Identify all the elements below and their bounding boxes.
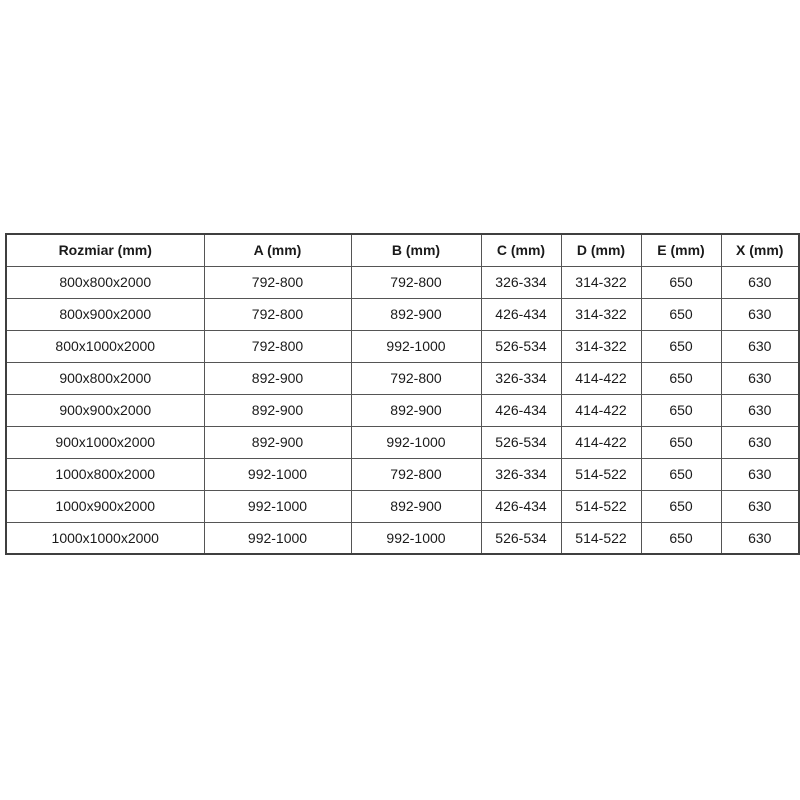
table-cell-r3-c6: 630 bbox=[720, 361, 800, 395]
table-row-7: 1000x900x2000 992-1000 892-900 426-434 514-5… bbox=[5, 489, 800, 523]
table-cell-r3-c5: 650 bbox=[640, 361, 722, 395]
table-cell-r2-c5: 650 bbox=[640, 329, 722, 363]
table-cell-r3-c4: 414-422 bbox=[560, 361, 642, 395]
table-cell-r7-c4: 514-522 bbox=[560, 489, 642, 523]
table-cell-r0-c5: 650 bbox=[640, 265, 722, 299]
table-cell-r3-c0: 900x800x2000 bbox=[5, 361, 205, 395]
table-row-8: 1000x1000x2000 992-1000 992-1000 526-534 514… bbox=[5, 521, 800, 555]
table-cell-r3-c2: 792-800 bbox=[350, 361, 482, 395]
table-row-2: 800x1000x2000 792-800 992-1000 526-534 314-3… bbox=[5, 329, 800, 363]
table-cell-r7-c6: 630 bbox=[720, 489, 800, 523]
table-cell-r0-c1: 792-800 bbox=[203, 265, 352, 299]
table-cell-r3-c1: 892-900 bbox=[203, 361, 352, 395]
header-cell-5: E (mm) bbox=[640, 233, 722, 267]
table-cell-r0-c4: 314-322 bbox=[560, 265, 642, 299]
table-cell-r1-c1: 792-800 bbox=[203, 297, 352, 331]
table-row-5: 900x1000x2000 892-900 992-1000 526-534 414-4… bbox=[5, 425, 800, 459]
table-cell-r2-c0: 800x1000x2000 bbox=[5, 329, 205, 363]
dimensions-table: Rozmiar (mm) A (mm) B (mm) C (mm) D (mm) E (m… bbox=[5, 233, 800, 555]
table-cell-r7-c1: 992-1000 bbox=[203, 489, 352, 523]
header-cell-1: A (mm) bbox=[203, 233, 352, 267]
table-cell-r4-c3: 426-434 bbox=[480, 393, 562, 427]
table-cell-r8-c2: 992-1000 bbox=[350, 521, 482, 555]
table-body: 800x800x2000 792-800 792-800 326-334 314-322… bbox=[5, 265, 800, 555]
table-cell-r5-c0: 900x1000x2000 bbox=[5, 425, 205, 459]
table-cell-r6-c5: 650 bbox=[640, 457, 722, 491]
table-cell-r5-c3: 526-534 bbox=[480, 425, 562, 459]
table-cell-r6-c0: 1000x800x2000 bbox=[5, 457, 205, 491]
table-cell-r7-c5: 650 bbox=[640, 489, 722, 523]
table-header-row: Rozmiar (mm) A (mm) B (mm) C (mm) D (mm) E (m… bbox=[5, 233, 800, 267]
table-cell-r8-c1: 992-1000 bbox=[203, 521, 352, 555]
table-cell-r4-c4: 414-422 bbox=[560, 393, 642, 427]
table-cell-r2-c3: 526-534 bbox=[480, 329, 562, 363]
header-cell-3: C (mm) bbox=[480, 233, 562, 267]
table-cell-r6-c3: 326-334 bbox=[480, 457, 562, 491]
table-cell-r8-c6: 630 bbox=[720, 521, 800, 555]
table-cell-r0-c2: 792-800 bbox=[350, 265, 482, 299]
table-cell-r1-c0: 800x900x2000 bbox=[5, 297, 205, 331]
header-cell-6: X (mm) bbox=[720, 233, 800, 267]
table-cell-r0-c0: 800x800x2000 bbox=[5, 265, 205, 299]
table-header: Rozmiar (mm) A (mm) B (mm) C (mm) D (mm) E (m… bbox=[5, 233, 800, 267]
table-cell-r2-c6: 630 bbox=[720, 329, 800, 363]
table-cell-r4-c6: 630 bbox=[720, 393, 800, 427]
table-cell-r6-c1: 992-1000 bbox=[203, 457, 352, 491]
table-cell-r6-c6: 630 bbox=[720, 457, 800, 491]
table-cell-r5-c2: 992-1000 bbox=[350, 425, 482, 459]
table-cell-r4-c1: 892-900 bbox=[203, 393, 352, 427]
table-cell-r1-c5: 650 bbox=[640, 297, 722, 331]
table-cell-r6-c2: 792-800 bbox=[350, 457, 482, 491]
header-cell-2: B (mm) bbox=[350, 233, 482, 267]
table-cell-r5-c5: 650 bbox=[640, 425, 722, 459]
table-row-0: 800x800x2000 792-800 792-800 326-334 314-322… bbox=[5, 265, 800, 299]
table-cell-r7-c0: 1000x900x2000 bbox=[5, 489, 205, 523]
table-cell-r8-c3: 526-534 bbox=[480, 521, 562, 555]
table-row-6: 1000x800x2000 992-1000 792-800 326-334 514-5… bbox=[5, 457, 800, 491]
table-cell-r0-c6: 630 bbox=[720, 265, 800, 299]
table-row-3: 900x800x2000 892-900 792-800 326-334 414-422… bbox=[5, 361, 800, 395]
table-cell-r2-c1: 792-800 bbox=[203, 329, 352, 363]
table-cell-r1-c2: 892-900 bbox=[350, 297, 482, 331]
table-cell-r1-c3: 426-434 bbox=[480, 297, 562, 331]
header-cell-4: D (mm) bbox=[560, 233, 642, 267]
table-cell-r2-c4: 314-322 bbox=[560, 329, 642, 363]
table-cell-r6-c4: 514-522 bbox=[560, 457, 642, 491]
table-cell-r5-c1: 892-900 bbox=[203, 425, 352, 459]
table-cell-r7-c3: 426-434 bbox=[480, 489, 562, 523]
table-row-4: 900x900x2000 892-900 892-900 426-434 414-422… bbox=[5, 393, 800, 427]
table-cell-r8-c0: 1000x1000x2000 bbox=[5, 521, 205, 555]
table-cell-r8-c5: 650 bbox=[640, 521, 722, 555]
table-cell-r2-c2: 992-1000 bbox=[350, 329, 482, 363]
table-cell-r0-c3: 326-334 bbox=[480, 265, 562, 299]
table-cell-r4-c5: 650 bbox=[640, 393, 722, 427]
table-cell-r7-c2: 892-900 bbox=[350, 489, 482, 523]
table-cell-r4-c0: 900x900x2000 bbox=[5, 393, 205, 427]
table-cell-r5-c4: 414-422 bbox=[560, 425, 642, 459]
table-cell-r1-c6: 630 bbox=[720, 297, 800, 331]
table-row-1: 800x900x2000 792-800 892-900 426-434 314-322… bbox=[5, 297, 800, 331]
table-cell-r8-c4: 514-522 bbox=[560, 521, 642, 555]
header-cell-0: Rozmiar (mm) bbox=[5, 233, 205, 267]
table-cell-r4-c2: 892-900 bbox=[350, 393, 482, 427]
table-cell-r5-c6: 630 bbox=[720, 425, 800, 459]
table-cell-r1-c4: 314-322 bbox=[560, 297, 642, 331]
table-cell-r3-c3: 326-334 bbox=[480, 361, 562, 395]
